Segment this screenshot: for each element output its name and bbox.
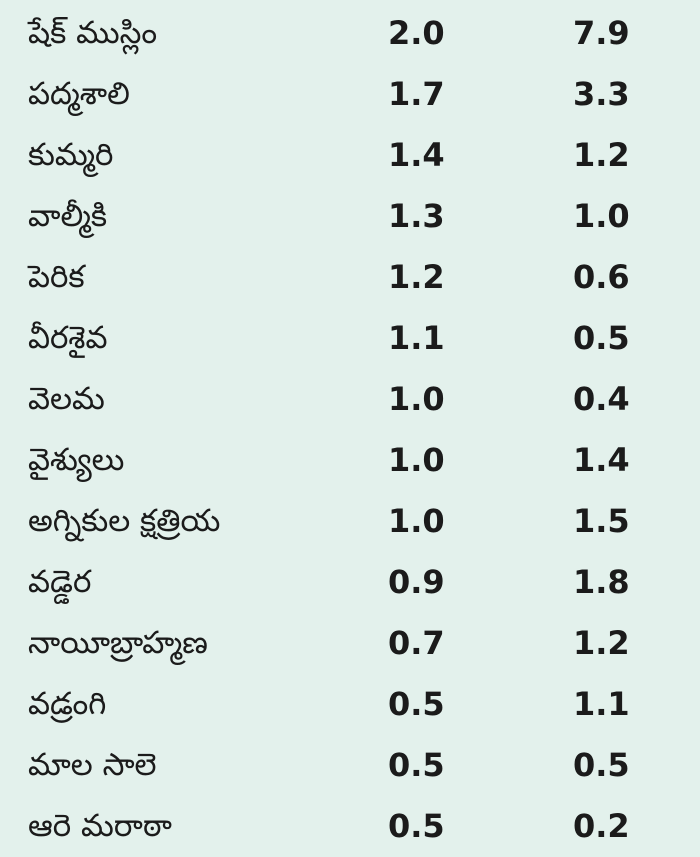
value-column-2: 1.8 [573, 563, 630, 601]
caste-name: వడ్రంగి [28, 686, 107, 722]
caste-name: వడ్డెర [28, 564, 92, 600]
value-column-1: 1.0 [388, 502, 445, 540]
value-column-1: 0.5 [388, 746, 445, 784]
value-column-1: 1.1 [388, 319, 445, 357]
table-row: నాయీబ్రాహ్మణ 0.7 1.2 [0, 613, 700, 674]
value-column-1: 1.3 [388, 197, 445, 235]
table-row: వాల్మీకి 1.3 1.0 [0, 186, 700, 247]
value-column-2: 0.6 [573, 258, 630, 296]
table-row: మాల సాలె 0.5 0.5 [0, 735, 700, 796]
value-column-2: 0.2 [573, 807, 630, 845]
caste-name: వాల్మీకి [28, 198, 108, 234]
value-column-1: 1.0 [388, 441, 445, 479]
value-column-2: 1.0 [573, 197, 630, 235]
value-column-2: 1.5 [573, 502, 630, 540]
value-column-2: 1.1 [573, 685, 630, 723]
value-column-1: 2.0 [388, 14, 445, 52]
table-row: పద్మశాలి 1.7 3.3 [0, 64, 700, 125]
table-row: వెలమ 1.0 0.4 [0, 369, 700, 430]
caste-name: షేక్ ముస్లిం [28, 15, 158, 51]
table-row: వీరశైవ 1.1 0.5 [0, 308, 700, 369]
caste-name: నాయీబ్రాహ్మణ [28, 625, 208, 661]
caste-name: పెరిక [28, 259, 85, 295]
value-column-2: 0.4 [573, 380, 630, 418]
value-column-2: 1.2 [573, 136, 630, 174]
caste-name: మాల సాలె [28, 747, 157, 783]
value-column-1: 1.0 [388, 380, 445, 418]
value-column-2: 7.9 [573, 14, 630, 52]
table-row: ఆరె మరాఠా 0.5 0.2 [0, 796, 700, 857]
table-row: షేక్ ముస్లిం 2.0 7.9 [0, 3, 700, 64]
caste-name: వీరశైవ [28, 320, 108, 356]
caste-name: వైశ్యులు [28, 442, 125, 478]
table-row: పెరిక 1.2 0.6 [0, 247, 700, 308]
table-row: వడ్డెర 0.9 1.8 [0, 552, 700, 613]
caste-name: ఆరె మరాఠా [28, 808, 172, 844]
value-column-2: 0.5 [573, 319, 630, 357]
table-row: వడ్రంగి 0.5 1.1 [0, 674, 700, 735]
value-column-1: 0.5 [388, 685, 445, 723]
value-column-1: 1.2 [388, 258, 445, 296]
value-column-2: 3.3 [573, 75, 630, 113]
value-column-2: 1.4 [573, 441, 630, 479]
caste-name: కుమ్మరి [28, 137, 114, 173]
value-column-2: 1.2 [573, 624, 630, 662]
value-column-1: 0.9 [388, 563, 445, 601]
value-column-1: 0.7 [388, 624, 445, 662]
value-column-1: 1.4 [388, 136, 445, 174]
value-column-1: 1.7 [388, 75, 445, 113]
caste-name: అగ్నికుల క్షత్రియ [28, 503, 221, 539]
table-row: అగ్నికుల క్షత్రియ 1.0 1.5 [0, 491, 700, 552]
caste-name: పద్మశాలి [28, 76, 130, 112]
value-column-2: 0.5 [573, 746, 630, 784]
value-column-1: 0.5 [388, 807, 445, 845]
table-row: వైశ్యులు 1.0 1.4 [0, 430, 700, 491]
table-row: కుమ్మరి 1.4 1.2 [0, 125, 700, 186]
caste-name: వెలమ [28, 381, 105, 417]
